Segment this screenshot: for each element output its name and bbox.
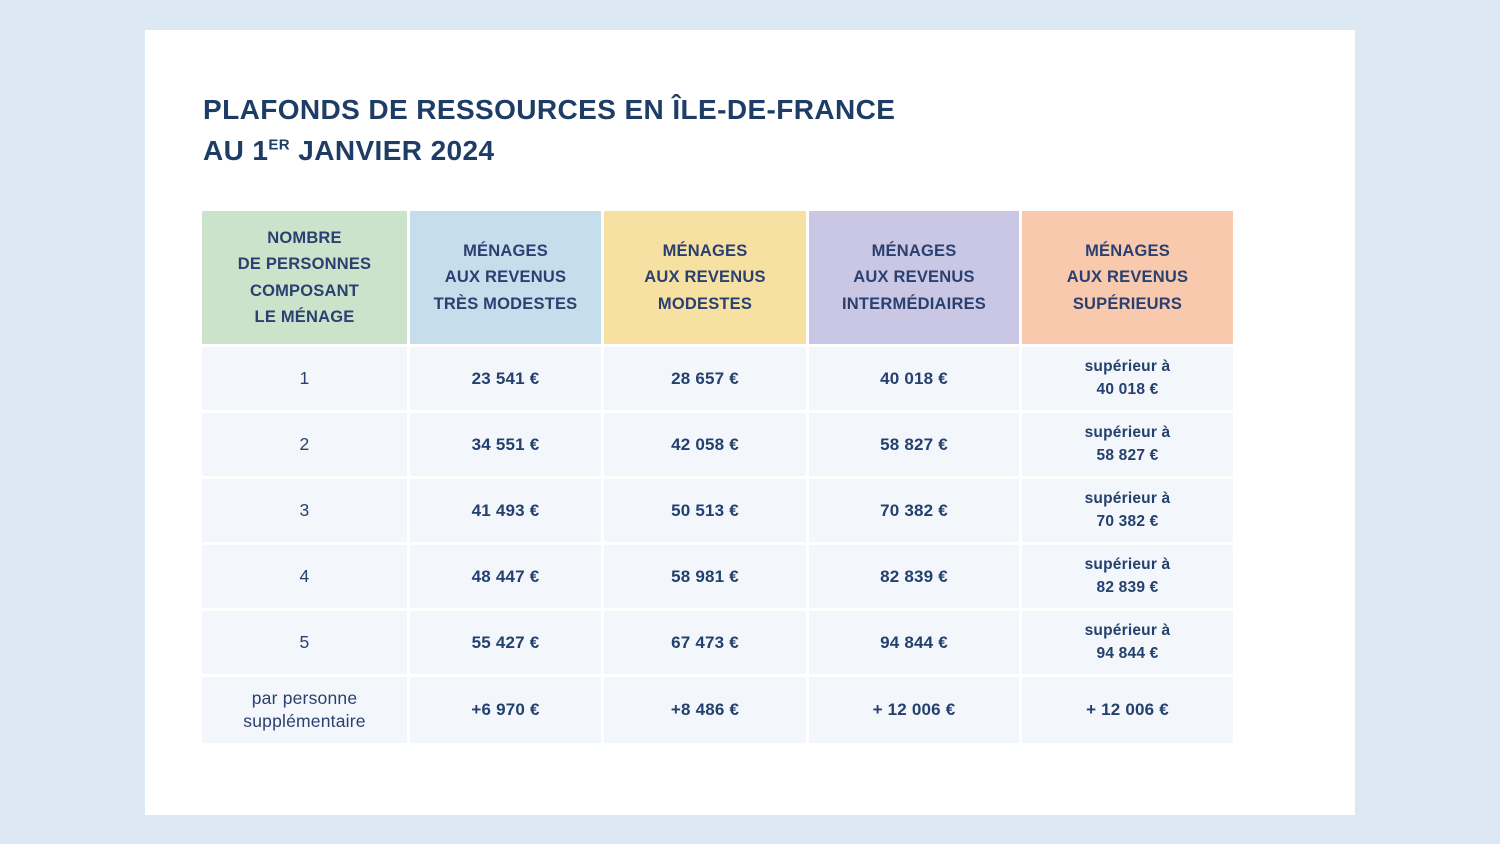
cell-r1-superieurs-prefix: supérieur à bbox=[1084, 358, 1171, 376]
cell-r3-superieurs: supérieur à 70 382 € bbox=[1022, 479, 1233, 543]
cell-r6-superieurs: + 12 006 € bbox=[1022, 677, 1233, 744]
cell-r6-intermediaires: + 12 006 € bbox=[809, 677, 1019, 744]
cell-r5-superieurs-prefix: supérieur à bbox=[1084, 622, 1171, 640]
cell-r5-modestes: 67 473 € bbox=[604, 611, 806, 675]
cell-r1-superieurs-value: 40 018 € bbox=[1096, 380, 1159, 398]
header-household-size: NOMBRE DE PERSONNES COMPOSANT LE MÉNAGE bbox=[202, 211, 407, 345]
page-title-line2-suffix: JANVIER 2024 bbox=[290, 134, 495, 166]
cell-r3-tres-modestes: 41 493 € bbox=[410, 479, 601, 543]
page-title-superscript: ER bbox=[268, 136, 291, 154]
cell-r2-tres-modestes: 34 551 € bbox=[410, 413, 601, 477]
cell-r3-intermediaires: 70 382 € bbox=[809, 479, 1019, 543]
cell-r4-superieurs: supérieur à 82 839 € bbox=[1022, 545, 1233, 609]
cell-r4-intermediaires: 82 839 € bbox=[809, 545, 1019, 609]
cell-r2-intermediaires: 58 827 € bbox=[809, 413, 1019, 477]
cell-r2-superieurs: supérieur à 58 827 € bbox=[1022, 413, 1233, 477]
cell-r5-household: 5 bbox=[202, 611, 407, 675]
cell-r3-household: 3 bbox=[202, 479, 407, 543]
cell-r5-superieurs: supérieur à 94 844 € bbox=[1022, 611, 1233, 675]
header-tres-modestes: MÉNAGES AUX REVENUS TRÈS MODESTES bbox=[410, 211, 601, 345]
cell-r1-superieurs: supérieur à 40 018 € bbox=[1022, 347, 1233, 411]
cell-r1-tres-modestes: 23 541 € bbox=[410, 347, 601, 411]
cell-r1-household: 1 bbox=[202, 347, 407, 411]
page-title: PLAFONDS DE RESSOURCES EN ÎLE-DE-FRANCE … bbox=[203, 90, 1355, 171]
cell-r5-tres-modestes: 55 427 € bbox=[410, 611, 601, 675]
cell-r1-intermediaires: 40 018 € bbox=[809, 347, 1019, 411]
cell-r4-household: 4 bbox=[202, 545, 407, 609]
cell-r6-tres-modestes: +6 970 € bbox=[410, 677, 601, 744]
resource-ceilings-table: NOMBRE DE PERSONNES COMPOSANT LE MÉNAGE … bbox=[202, 211, 1233, 744]
cell-r2-superieurs-value: 58 827 € bbox=[1096, 446, 1159, 464]
header-modestes: MÉNAGES AUX REVENUS MODESTES bbox=[604, 211, 806, 345]
cell-r3-superieurs-value: 70 382 € bbox=[1096, 512, 1159, 530]
cell-r3-modestes: 50 513 € bbox=[604, 479, 806, 543]
cell-r4-superieurs-prefix: supérieur à bbox=[1084, 556, 1171, 574]
cell-r5-superieurs-value: 94 844 € bbox=[1096, 644, 1159, 662]
page-title-line1: PLAFONDS DE RESSOURCES EN ÎLE-DE-FRANCE bbox=[203, 94, 896, 125]
header-intermediaires: MÉNAGES AUX REVENUS INTERMÉDIAIRES bbox=[809, 211, 1019, 345]
cell-r4-superieurs-value: 82 839 € bbox=[1096, 578, 1159, 596]
cell-r4-modestes: 58 981 € bbox=[604, 545, 806, 609]
cell-r2-modestes: 42 058 € bbox=[604, 413, 806, 477]
page-title-line2-prefix: AU 1 bbox=[203, 134, 269, 166]
content-card: PLAFONDS DE RESSOURCES EN ÎLE-DE-FRANCE … bbox=[145, 30, 1355, 815]
cell-r3-superieurs-prefix: supérieur à bbox=[1084, 490, 1171, 508]
header-superieurs: MÉNAGES AUX REVENUS SUPÉRIEURS bbox=[1022, 211, 1233, 345]
cell-r6-modestes: +8 486 € bbox=[604, 677, 806, 744]
cell-r2-superieurs-prefix: supérieur à bbox=[1084, 424, 1171, 442]
cell-r2-household: 2 bbox=[202, 413, 407, 477]
cell-r1-modestes: 28 657 € bbox=[604, 347, 806, 411]
cell-r4-tres-modestes: 48 447 € bbox=[410, 545, 601, 609]
cell-r6-household: par personne supplémentaire bbox=[202, 677, 407, 744]
cell-r5-intermediaires: 94 844 € bbox=[809, 611, 1019, 675]
